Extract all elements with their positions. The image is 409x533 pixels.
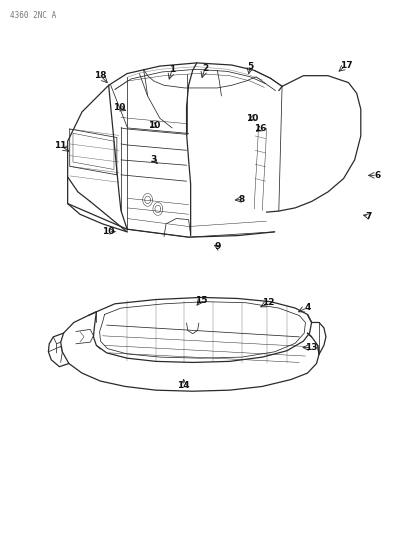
Text: 4360 2NC A: 4360 2NC A xyxy=(10,11,56,20)
Text: 6: 6 xyxy=(373,171,380,180)
Text: 4: 4 xyxy=(303,303,310,312)
Text: 16: 16 xyxy=(254,125,266,133)
Text: 15: 15 xyxy=(194,296,207,304)
Text: 2: 2 xyxy=(201,64,208,72)
Text: 8: 8 xyxy=(238,195,245,204)
Text: 12: 12 xyxy=(262,298,274,307)
Text: 14: 14 xyxy=(177,382,189,390)
Text: 10: 10 xyxy=(245,114,258,123)
Text: 1: 1 xyxy=(169,65,175,74)
Text: 18: 18 xyxy=(94,71,106,80)
Text: 10: 10 xyxy=(112,103,125,112)
Text: 9: 9 xyxy=(213,243,220,251)
Text: 17: 17 xyxy=(339,61,352,69)
Text: 5: 5 xyxy=(246,62,253,71)
Text: 10: 10 xyxy=(147,121,160,130)
Text: 3: 3 xyxy=(150,156,157,164)
Text: 11: 11 xyxy=(54,141,67,150)
Text: 13: 13 xyxy=(305,343,317,352)
Text: 10: 10 xyxy=(102,227,115,236)
Text: 7: 7 xyxy=(365,212,371,221)
